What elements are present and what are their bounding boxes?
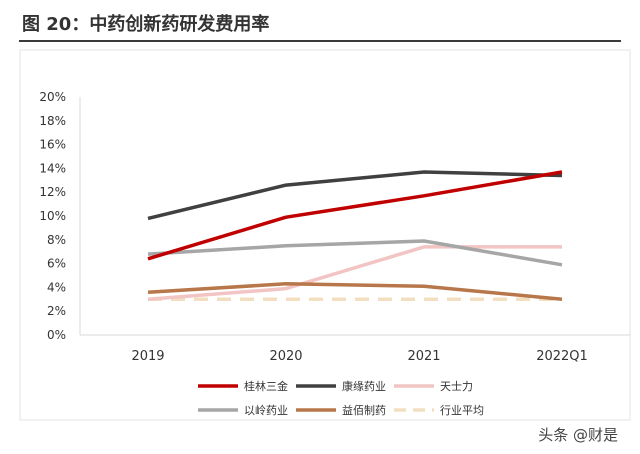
x-tick-label: 2022Q1 [536,349,588,364]
series-line-5 [147,282,563,302]
figure-title: 图 20：中药创新药研发费用率 [22,14,270,35]
y-tick-label: 0% [47,328,66,342]
legend-label: 天士力 [440,380,473,393]
series-line-4 [147,239,563,267]
legend-label: 以岭药业 [244,403,288,417]
y-tick-label: 2% [47,304,66,318]
y-tick-label: 8% [47,233,66,247]
chart-area-border [19,49,631,421]
y-tick-label: 4% [47,280,66,294]
x-tick-label: 2019 [131,349,164,364]
series-line-3 [147,245,562,302]
legend-label: 行业平均 [440,404,484,417]
y-tick-label: 20% [39,90,66,104]
series-line-1 [147,170,563,261]
legend-label: 康缘药业 [342,379,386,393]
watermark-text: 头条 @财是 [538,426,618,444]
series-line-2 [147,170,563,221]
y-tick-label: 18% [39,114,66,128]
title-divider [19,40,621,42]
x-tick-label: 2021 [407,349,440,364]
legend-label: 桂林三金 [244,379,288,393]
y-tick-label: 12% [39,185,66,199]
legend-label: 益佰制药 [342,403,386,417]
y-tick-label: 16% [39,138,66,152]
y-tick-label: 14% [39,161,66,175]
y-tick-label: 10% [39,209,66,223]
x-tick-label: 2020 [269,349,302,364]
y-tick-label: 6% [47,257,66,271]
